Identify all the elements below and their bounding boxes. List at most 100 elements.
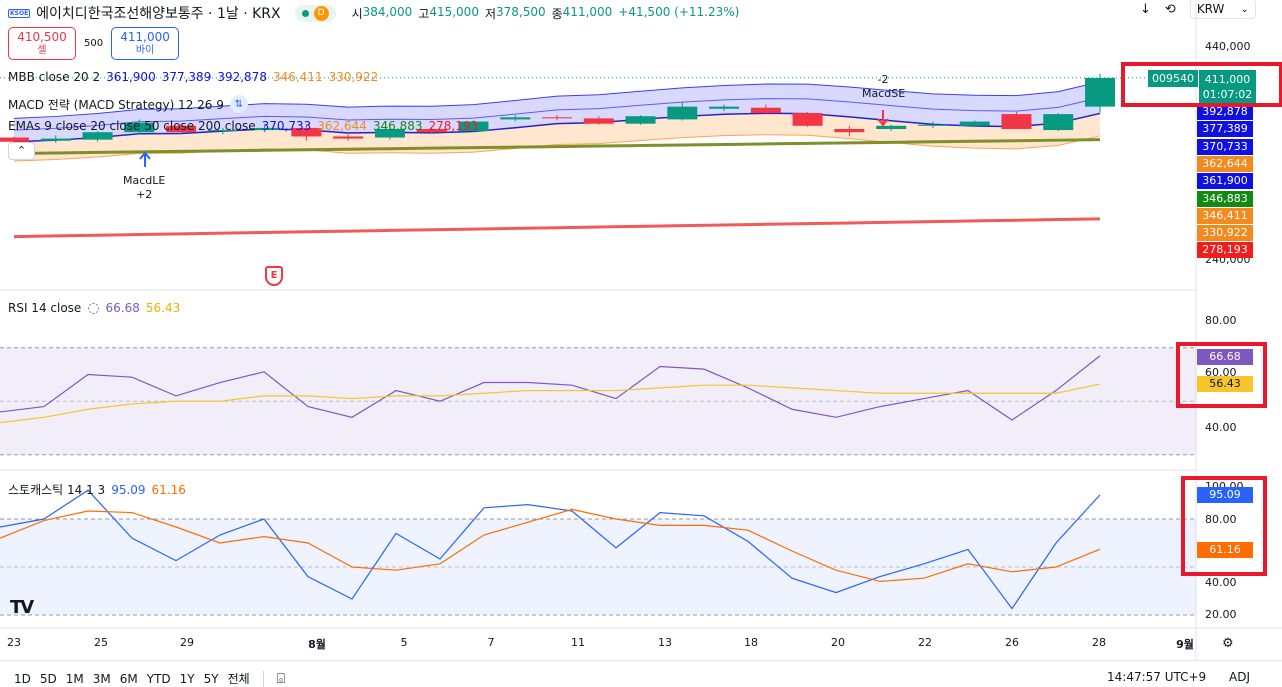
candle-body [1043, 114, 1074, 131]
ema20-value: 362,644 [317, 119, 367, 133]
range-5d-button[interactable]: 5D [39, 671, 57, 686]
emas-legend[interactable]: EMAs 9 close 20 close 50 close 200 close… [8, 119, 478, 133]
time-axis-tick: 29 [180, 636, 194, 649]
macd-short-entry-signal: -2 MacdSE [862, 73, 906, 101]
candle-body [500, 117, 531, 120]
tradingview-logo-icon[interactable]: TV [10, 597, 34, 618]
currency-select[interactable]: KRW ⌄ [1189, 0, 1256, 19]
indicator-axis-label: 370,733 [1197, 138, 1253, 155]
sell-button[interactable]: 410,500 셀 [8, 27, 76, 60]
mbb-value-upper2: 392,878 [217, 70, 267, 84]
last-price-label: 411,000 01:07:02 [1199, 70, 1256, 104]
candle-body [416, 129, 447, 133]
candle-body [40, 138, 71, 141]
candle-body [834, 129, 865, 133]
candle-body [291, 127, 322, 137]
candle-body [207, 130, 238, 132]
mbb-upper1-line [13, 97, 1101, 131]
ema50-line [13, 138, 1101, 155]
rsi-value: 66.68 [105, 301, 140, 315]
rsi-legend[interactable]: RSI 14 close ◌ 66.68 56.43 [8, 300, 180, 316]
ema200-value: 278,193 [428, 119, 479, 133]
short-entry-arrow-icon [877, 110, 889, 127]
macd-strategy-legend[interactable]: MACD 전략 (MACD Strategy) 12 26 9 ⇅ [8, 95, 248, 113]
ema50-value: 346,883 [372, 119, 423, 133]
range-buttons: 1D 5D 1M 3M 6M YTD 1Y 5Y 전체 ⌺ [14, 670, 285, 687]
range-all-button[interactable]: 전체 [227, 672, 250, 686]
indicator-axis-label: 330,922 [1197, 225, 1253, 242]
download-arrow-icon[interactable]: ↓ [1140, 1, 1151, 17]
stoch-d-line [0, 508, 1101, 583]
sell-label: 셀 [37, 45, 47, 56]
range-5y-button[interactable]: 5Y [203, 671, 219, 686]
short-signal-label: MacdSE [862, 87, 906, 100]
candle-body [792, 113, 823, 126]
candle-body [1001, 114, 1032, 130]
stoch-legend[interactable]: 스토캐스틱 14 1 3 95.09 61.16 [8, 481, 186, 498]
time-axis-tick: 26 [1005, 636, 1019, 649]
symbol-title[interactable]: 에이치디한국조선해양보통주 · 1날 · KRX [36, 6, 281, 22]
spread-value: 500 [84, 38, 104, 49]
indicator-axis-label: 346,883 [1197, 190, 1253, 207]
candle-body [917, 124, 948, 126]
range-1d-button[interactable]: 1D [14, 671, 31, 686]
candle-body [249, 127, 280, 131]
mbb-value-upper1: 377,389 [161, 70, 212, 84]
stoch-k-line [0, 489, 1101, 610]
candle-body [1085, 77, 1115, 107]
candle-body [583, 118, 614, 124]
rsi-tick: 60.00 [1205, 366, 1237, 379]
buy-label: 바이 [135, 45, 155, 56]
time-axis-tick: 20 [831, 636, 845, 649]
candle-body [750, 107, 781, 114]
range-1y-button[interactable]: 1Y [179, 671, 195, 686]
sync-icon[interactable]: ⟲ [1164, 1, 1176, 17]
long-signal-qty: +2 [136, 188, 153, 201]
stoch-d-axis-value: 61.16 [1197, 542, 1253, 558]
candle-body [124, 122, 155, 133]
close-value: 411,000 [562, 4, 613, 19]
range-1m-button[interactable]: 1M [65, 671, 84, 686]
rsi-tick: 80.00 [1205, 314, 1237, 327]
axis-settings-gear-icon[interactable]: ⚙ [1222, 636, 1234, 651]
stoch-k-axis-value: 95.09 [1197, 487, 1253, 503]
rsi-ma-value: 56.43 [145, 301, 181, 315]
buy-button[interactable]: 411,000 바이 [111, 27, 180, 60]
date-range-calendar-icon[interactable]: ⌺ [276, 670, 286, 687]
macd-long-entry-signal: MacdLE +2 [123, 174, 165, 202]
indicator-axis-label: 377,389 [1197, 121, 1253, 138]
rsi-line [0, 355, 1101, 421]
candle-body [166, 125, 197, 133]
collapse-legend-button[interactable]: ⌃ [8, 142, 35, 160]
open-value: 384,000 [362, 4, 413, 19]
earnings-badge[interactable]: E [265, 266, 283, 286]
price-tick: 440,000 [1205, 40, 1251, 53]
candle-body [333, 136, 364, 139]
range-6m-button[interactable]: 6M [119, 671, 138, 686]
sell-price: 410,500 [17, 30, 67, 44]
strategy-report-icon[interactable]: ⇅ [229, 95, 248, 113]
low-value: 378,500 [496, 4, 546, 19]
range-3m-button[interactable]: 3M [92, 671, 111, 686]
range-ytd-button[interactable]: YTD [146, 671, 171, 686]
highlight-box-stoch [1181, 476, 1267, 576]
candle-body [542, 117, 572, 119]
rsi-legend-name: RSI 14 close [8, 301, 82, 315]
ema9-value: 370,733 [261, 119, 312, 133]
macd-legend-name: MACD 전략 (MACD Strategy) 12 26 9 [8, 97, 224, 112]
time-axis-tick: 22 [918, 636, 932, 649]
rsi-loading-icon: ◌ [87, 300, 100, 316]
rsi-axis-value: 66.68 [1197, 349, 1253, 365]
candle-body [0, 137, 29, 142]
exchange-badge: KSOE [8, 8, 31, 18]
top-right-controls: ↓ ⟲ KRW ⌄ [1140, 0, 1256, 19]
emas-legend-name: EMAs 9 close 20 close 50 close 200 close [8, 119, 256, 133]
indicator-axis-label: 361,900 [1197, 173, 1253, 190]
candle-body [82, 132, 113, 140]
mbb-legend[interactable]: MBB close 20 2 361,900 377,389 392,878 3… [8, 70, 378, 84]
indicator-axis-label: 362,644 [1197, 155, 1253, 172]
clock[interactable]: 14:47:57 UTC+9 [1107, 670, 1207, 684]
adjust-button[interactable]: ADJ [1229, 670, 1250, 684]
mbb-value-lower1: 346,411 [272, 70, 323, 84]
